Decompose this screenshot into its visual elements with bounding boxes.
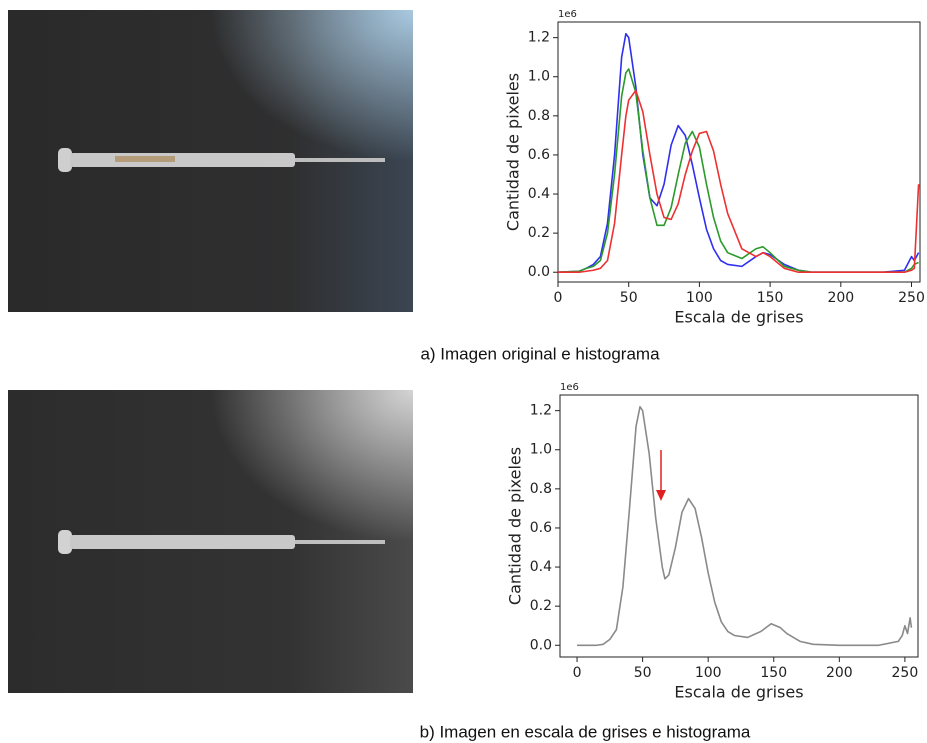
x-tick-label: 50 xyxy=(620,290,638,306)
histogram-chart: 0.0 0.2 0.4 0.6 0.8 1.0 1.2 0 50 100 150 200 250 Esca… xyxy=(506,382,919,702)
y-tick-label: 0.2 xyxy=(530,598,552,614)
y-axis-label: Cantidad de pixeles xyxy=(506,447,525,605)
x-axis-label: Escala de grises xyxy=(674,308,803,327)
caption: a) Imagen original e histograma xyxy=(420,344,660,363)
histogram-line xyxy=(558,89,920,274)
offset-label: 1e6 xyxy=(560,382,579,393)
x-tick-label: 0 xyxy=(573,665,582,681)
y-tick-label: 1.0 xyxy=(530,442,552,458)
x-tick-label: 150 xyxy=(760,665,787,681)
x-tick-label: 200 xyxy=(827,290,854,306)
x-tick-label: 250 xyxy=(898,290,925,306)
y-tick-label: 1.2 xyxy=(528,30,550,46)
caption: b) Imagen en escala de grises e histogra… xyxy=(420,722,751,741)
annotation-arrow xyxy=(656,450,666,501)
x-tick-label: 250 xyxy=(892,665,919,681)
offset-label: 1e6 xyxy=(558,9,577,20)
y-tick-label: 0.4 xyxy=(528,186,550,202)
y-tick-label: 0.4 xyxy=(530,559,552,575)
y-tick-label: 1.0 xyxy=(528,69,550,85)
photo-grayscale xyxy=(8,390,413,693)
x-tick-label: 150 xyxy=(757,290,784,306)
x-tick-label: 0 xyxy=(554,290,563,306)
y-tick-label: 1.2 xyxy=(530,403,552,419)
y-tick-label: 0.0 xyxy=(528,264,550,280)
y-tick-label: 0.6 xyxy=(528,147,550,163)
y-tick-label: 0.8 xyxy=(530,481,552,497)
photo-original xyxy=(8,10,413,312)
y-tick-label: 0.0 xyxy=(530,637,552,653)
x-tick-label: 100 xyxy=(686,290,713,306)
histogram-chart: 0.0 0.2 0.4 0.6 0.8 1.0 1.2 0 50 100 150 200 250 Esca… xyxy=(504,9,925,327)
histogram-line xyxy=(577,405,913,647)
plot-frame xyxy=(557,21,921,283)
plot-frame xyxy=(559,394,919,658)
y-axis-label: Cantidad de pixeles xyxy=(504,73,523,231)
x-tick-label: 200 xyxy=(826,665,853,681)
x-axis-label: Escala de grises xyxy=(674,683,803,702)
x-tick-label: 50 xyxy=(634,665,652,681)
y-tick-label: 0.2 xyxy=(528,225,550,241)
x-tick-label: 100 xyxy=(695,665,722,681)
y-tick-label: 0.8 xyxy=(528,108,550,124)
y-tick-label: 0.6 xyxy=(530,520,552,536)
